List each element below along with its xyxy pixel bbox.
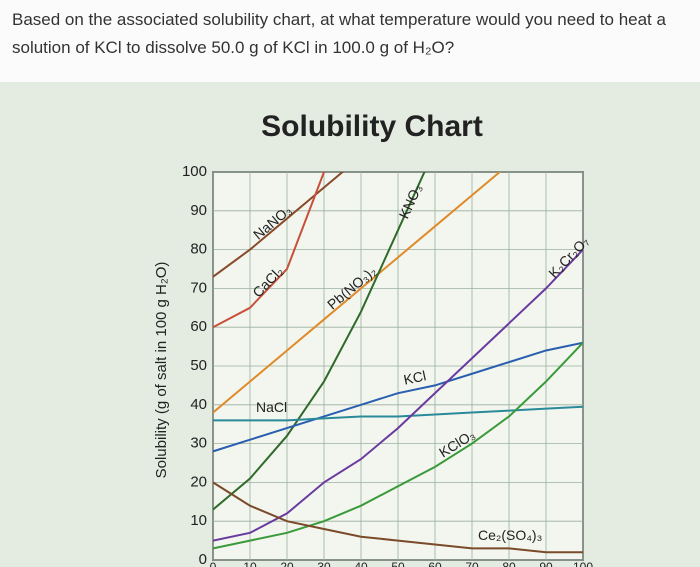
y-tick-label: 0 xyxy=(199,551,207,567)
series-line xyxy=(213,342,583,550)
series-line xyxy=(213,341,583,453)
series-group xyxy=(213,172,583,554)
y-tick-label: 40 xyxy=(190,396,207,413)
y-tick-label: 30 xyxy=(190,435,207,452)
y-axis-label: Solubility (g of salt in 100 g H₂O) xyxy=(153,262,170,479)
x-tick-label: 60 xyxy=(428,560,442,567)
x-tick-label: 30 xyxy=(317,560,331,567)
series-line xyxy=(213,405,583,422)
x-tick-label: 80 xyxy=(502,560,516,567)
y-tick-label: 80 xyxy=(190,241,207,258)
series-label: Ce₂(SO₄)₃ xyxy=(478,527,542,543)
x-tick-label: 10 xyxy=(243,560,257,567)
y-tick-label: 70 xyxy=(190,279,207,296)
series-line xyxy=(213,172,426,511)
series-label: NaCl xyxy=(256,399,287,415)
x-tick-label: 100 xyxy=(573,560,593,567)
y-tick-label: 10 xyxy=(190,512,207,529)
x-tick-label: 20 xyxy=(280,560,294,567)
series-line xyxy=(213,172,345,278)
x-tick-label: 50 xyxy=(391,560,405,567)
y-tick-label: 90 xyxy=(190,202,207,219)
x-tick-label: 90 xyxy=(539,560,553,567)
x-tick-label: 40 xyxy=(354,560,368,567)
series-line xyxy=(213,172,502,414)
x-tick-label: 70 xyxy=(465,560,479,567)
y-tick-label: 50 xyxy=(190,357,207,374)
y-tick-label: 100 xyxy=(182,163,207,180)
y-tick-label: 60 xyxy=(190,318,207,335)
series-line xyxy=(213,481,583,554)
x-tick-label: 0 xyxy=(210,560,217,567)
y-tick-label: 20 xyxy=(190,473,207,490)
series-line xyxy=(213,248,583,542)
chart-title: Solubility Chart xyxy=(261,110,483,143)
question: Based on the associated solubility chart… xyxy=(0,0,700,82)
series-line xyxy=(213,172,326,329)
series-label: KCl xyxy=(402,367,427,387)
